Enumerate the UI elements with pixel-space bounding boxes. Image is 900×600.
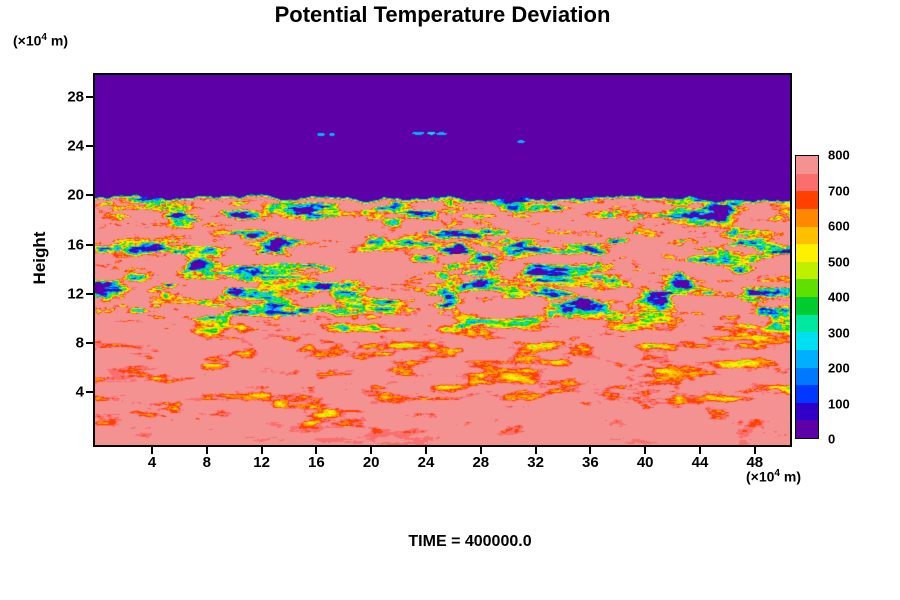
x-tick-label: 20 (362, 454, 380, 471)
colorbar-tick-label: 500 (828, 254, 850, 269)
x-tick-label: 40 (636, 454, 654, 471)
y-tick-mark (86, 341, 93, 344)
y-tick-mark (86, 145, 93, 148)
x-tick-mark (699, 447, 701, 454)
x-tick-mark (644, 447, 647, 454)
y-tick-label: 20 (67, 186, 84, 204)
x-tick-label: 4 (147, 454, 157, 471)
y-tick-mark (86, 391, 93, 394)
y-unit-prefix: (×10 (13, 32, 42, 49)
x-tick-mark (315, 447, 318, 454)
colorbar-band (796, 385, 818, 403)
colorbar-tick-label: 100 (828, 396, 850, 411)
heatmap-field-canvas (95, 75, 790, 445)
x-axis-unit: (×104 m) (746, 468, 801, 485)
colorbar-band (796, 420, 818, 438)
colorbar-band (796, 191, 818, 209)
colorbar-band (796, 402, 818, 421)
colorbar-band (796, 226, 818, 245)
x-tick-mark (534, 447, 537, 454)
x-tick-mark (425, 447, 427, 454)
colorbar-band (796, 349, 818, 368)
y-unit-suffix: m) (46, 32, 68, 49)
colorbar-band (796, 244, 818, 262)
time-text: TIME = 400000.0 (408, 533, 532, 550)
x-tick-label: 32 (527, 454, 544, 471)
x-tick-label: 12 (253, 454, 270, 471)
colorbar-tick-label: 700 (828, 183, 850, 198)
y-tick-label: 4 (75, 383, 84, 401)
y-tick-label: 12 (67, 285, 84, 303)
y-unit-exponent: 4 (41, 32, 47, 43)
colorbar-band (796, 314, 818, 333)
y-tick-label: 8 (75, 334, 84, 352)
colorbar-band (796, 173, 818, 192)
colorbar-tick-label: 400 (828, 289, 850, 305)
x-tick-label: 44 (691, 454, 709, 471)
y-tick-label: 24 (67, 137, 84, 155)
colorbar-band (796, 367, 818, 386)
x-tick-mark (589, 447, 592, 454)
colorbar-band (796, 261, 818, 280)
x-tick-label: 24 (417, 454, 435, 471)
colorbar-band (796, 208, 818, 227)
x-unit-suffix: m) (779, 468, 801, 485)
x-tick-label: 16 (308, 454, 325, 471)
y-tick-label: 16 (67, 236, 84, 254)
y-tick-mark (86, 292, 93, 295)
x-tick-mark (205, 447, 208, 454)
y-tick-mark (86, 194, 93, 197)
y-tick-mark (86, 243, 93, 246)
colorbar-band (796, 332, 818, 350)
x-tick-mark (753, 447, 756, 454)
x-tick-mark (479, 447, 482, 454)
x-tick-mark (151, 447, 153, 454)
colorbar-tick-label: 300 (828, 325, 850, 340)
colorbar-tick-label: 600 (828, 218, 850, 234)
x-unit-exponent: 4 (774, 468, 780, 479)
colorbar-tick-label: 200 (828, 360, 850, 376)
y-axis-label: Height (30, 231, 49, 285)
colorbar (795, 155, 819, 439)
x-tick-mark (370, 447, 373, 454)
y-axis-unit: (×104 m) (13, 32, 68, 49)
colorbar-band (796, 156, 818, 174)
colorbar-tick-label: 800 (828, 147, 850, 163)
colorbar-tick-label: 0 (828, 431, 836, 447)
x-unit-prefix: (×10 (746, 468, 775, 485)
x-tick-label: 28 (472, 454, 490, 471)
x-tick-label: 36 (582, 454, 599, 471)
colorbar-band (796, 279, 818, 297)
x-tick-label: 48 (746, 454, 764, 471)
y-tick-mark (86, 96, 93, 99)
time-annotation: TIME = 400000.0 (120, 533, 820, 551)
x-tick-mark (260, 447, 263, 454)
colorbar-band (796, 297, 818, 315)
y-tick-label: 28 (67, 88, 84, 106)
x-tick-label: 8 (202, 454, 211, 471)
chart-title: Potential Temperature Deviation (274, 2, 611, 27)
